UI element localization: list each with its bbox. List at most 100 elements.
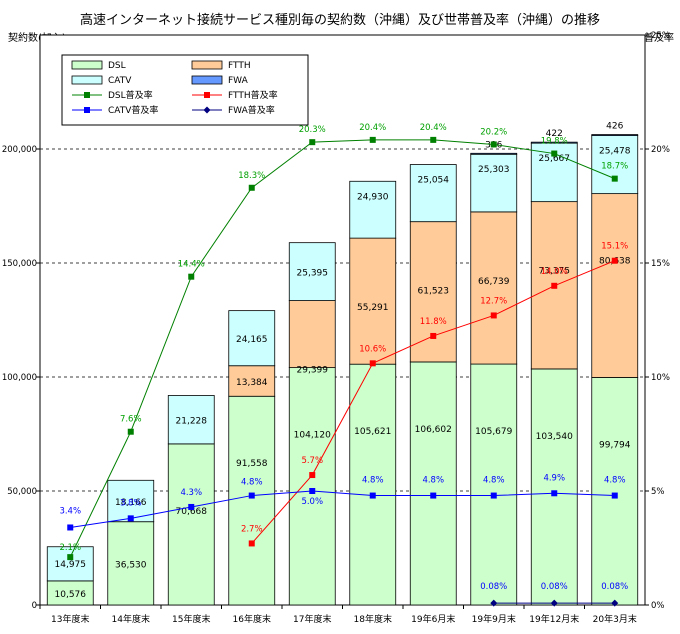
y2-tick-label: 10%	[651, 373, 670, 383]
marker-FTTH普及率	[430, 332, 437, 339]
y-tick-label: 200,000	[2, 145, 37, 155]
x-tick-label: 19年12月末	[529, 613, 579, 625]
legend-swatch-dsl	[71, 60, 103, 70]
bar-segment-catv	[409, 164, 457, 223]
lines	[67, 136, 619, 607]
legend-marker-CATV普及率	[84, 107, 90, 113]
rate-label-DSL普及率: 19.8%	[541, 137, 568, 147]
marker-FWA普及率	[550, 599, 558, 607]
bar-segment-catv	[288, 242, 336, 301]
marker-CATV普及率	[551, 490, 558, 497]
bar-segment-catv	[167, 395, 215, 445]
bar-segment-dsl	[409, 361, 457, 606]
bar-label-catv: 21,228	[176, 417, 208, 427]
bar-segment-dsl	[167, 443, 215, 606]
rate-label-CATV普及率: 4.8%	[241, 478, 263, 488]
bar-segment-catv	[228, 310, 276, 367]
rate-label-FTTH普及率: 15.1%	[601, 242, 628, 252]
bar-segment-ftth	[288, 300, 336, 369]
bar-segment-dsl	[228, 395, 276, 606]
x-tick-label: 20年3月末	[593, 613, 637, 625]
chart-title: 高速インターネット接続サービス種別毎の契約数（沖縄）及び世帯普及率（沖縄）の推移	[80, 12, 600, 28]
marker-CATV普及率	[127, 515, 134, 522]
marker-DSL普及率	[430, 136, 437, 143]
legend-swatch-ftth	[191, 60, 223, 70]
bar-label-catv: 25,303	[478, 165, 510, 175]
bar-segment-dsl	[591, 377, 639, 606]
x-tick-label: 17年度末	[293, 613, 331, 625]
marker-FTTH普及率	[490, 312, 497, 319]
marker-DSL普及率	[490, 141, 497, 148]
rate-label-DSL普及率: 18.7%	[601, 162, 628, 172]
marker-DSL普及率	[127, 428, 134, 435]
marker-CATV普及率	[430, 492, 437, 499]
marker-CATV普及率	[369, 492, 376, 499]
bar-label-dsl: 10,576	[55, 590, 87, 600]
x-tick-label: 15年度末	[172, 613, 210, 625]
legend-marker-DSL普及率	[84, 92, 90, 98]
bar-label-catv: 25,395	[297, 269, 329, 279]
rate-label-FTTH普及率: 5.7%	[301, 456, 323, 466]
legend-label-FTTH普及率: FTTH普及率	[228, 89, 278, 101]
rate-label-FWA普及率: 0.08%	[480, 582, 507, 592]
legend: DSL FTTH CATV FWA DSL普及率 FTTH普及率 CATV普及率 FWA普及率	[61, 54, 309, 126]
legend-marker-FTTH普及率	[204, 92, 210, 98]
legend-swatch-fwa	[191, 75, 223, 85]
rate-label-CATV普及率: 4.8%	[483, 476, 505, 486]
rate-label-CATV普及率: 3.4%	[59, 506, 81, 516]
bar-label-dsl: 106,602	[415, 425, 452, 435]
line-labels: 2.1% 7.6% 14.4% 18.3% 20.3% 20.4% 20.4% 20.2% 19…	[59, 123, 628, 592]
legend-label-FWA普及率: FWA普及率	[228, 104, 275, 116]
bar-segment-fwa	[470, 152, 518, 155]
bar-segment-catv	[591, 135, 639, 195]
rate-label-DSL普及率: 20.2%	[480, 127, 507, 137]
bar-label-catv: 18,166	[115, 498, 147, 508]
rate-label-DSL普及率: 18.3%	[238, 171, 265, 181]
rate-label-DSL普及率: 20.3%	[299, 125, 326, 135]
legend-label-catv: CATV	[108, 76, 132, 86]
legend-swatch-catv	[71, 75, 103, 85]
marker-CATV普及率	[67, 524, 74, 531]
marker-CATV普及率	[309, 488, 316, 494]
rate-label-FTTH普及率: 14.0%	[541, 267, 568, 277]
bar-segment-catv	[470, 153, 518, 213]
marker-FTTH普及率	[248, 540, 255, 547]
legend-label-CATV普及率: CATV普及率	[108, 104, 158, 116]
axes: 0 50,000 100,000 150,000 200,000 0% 5% 10% 15% 20…	[2, 31, 670, 625]
marker-DSL普及率	[551, 150, 558, 157]
y2-tick-label: 15%	[651, 259, 670, 269]
rate-label-CATV普及率: 4.8%	[362, 476, 384, 486]
marker-DSL普及率	[309, 139, 316, 146]
bar-label-dsl: 105,679	[475, 427, 512, 437]
bar-label-ftth: 73,375	[539, 267, 571, 277]
y-tick-label: 0	[32, 601, 37, 611]
bar-label-fwa: 422	[546, 129, 563, 139]
bar-segment-catv	[349, 180, 397, 239]
legend-label-dsl: DSL	[108, 61, 126, 71]
bar-segment-fwa	[591, 134, 639, 136]
legend-label-fwa: FWA	[228, 76, 249, 86]
bar-segment-catv	[107, 479, 155, 523]
y2-tick-label: 5%	[651, 487, 665, 497]
bar-label-ftth: 61,523	[418, 287, 450, 297]
y-tick-label: 150,000	[2, 259, 37, 269]
marker-CATV普及率	[611, 492, 618, 499]
bar-label-dsl: 104,120	[294, 431, 331, 441]
bar-label-fwa: 426	[606, 122, 623, 132]
bar-label-ftth: 13,384	[236, 378, 268, 388]
bar-segment-ftth	[470, 211, 518, 365]
bar-label-dsl: 70,668	[176, 507, 208, 517]
bar-label-catv: 14,975	[55, 560, 87, 570]
x-tick-label: 13年度末	[51, 613, 89, 625]
x-tick-label: 18年度末	[354, 613, 392, 625]
y2-tick-label: 20%	[651, 145, 670, 155]
marker-DSL普及率	[188, 273, 195, 280]
bar-label-catv: 24,930	[357, 192, 389, 202]
bar-label-ftth: 29,399	[297, 366, 329, 376]
bar-label-dsl: 103,540	[536, 432, 573, 442]
bar-label-ftth: 55,291	[357, 303, 389, 313]
rate-label-FTTH普及率: 10.6%	[359, 344, 386, 354]
bar-label-catv: 25,054	[418, 176, 450, 186]
rate-label-FTTH普及率: 2.7%	[241, 524, 263, 534]
